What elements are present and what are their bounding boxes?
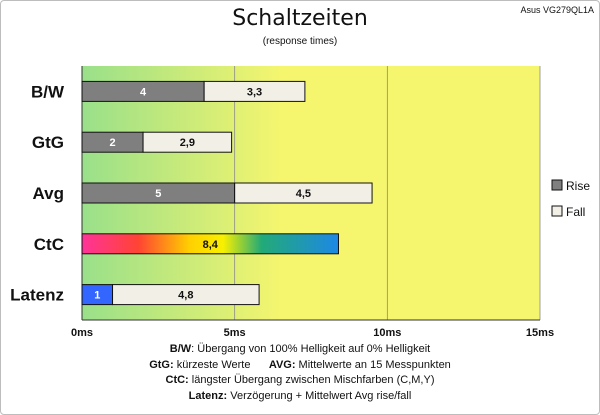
bar-ctc [81,233,339,255]
data-label-rise: 1 [94,290,100,302]
x-tick-label: 10ms [373,327,401,339]
data-label-fall: 4,5 [296,188,311,200]
data-label-fall: 3,3 [247,86,262,98]
category-label: GtG [32,133,64,152]
x-tick-label: 0ms [71,327,93,339]
chart-title: Schaltzeiten [232,6,368,31]
legend-swatch [551,205,563,217]
category-label: CtC [34,235,64,254]
note-ctc: CtC: längster Übergang zwischen Mischfar… [165,374,435,386]
data-label-ctc: 8,4 [203,239,219,251]
legend-swatch [551,179,563,191]
note-bw: B/W: Übergang von 100% Helligkeit auf 0%… [169,343,431,355]
note-gtg-avg: GtG: kürzeste Werte AVG: Mittelwerte an … [149,358,451,371]
x-tick-label: 15ms [526,327,554,339]
chart-notes: B/W: Übergang von 100% Helligkeit auf 0%… [0,342,600,404]
data-label-fall: 2,9 [180,137,195,149]
chart-subtitle: (response times) [262,36,338,47]
category-label: Latenz [10,286,64,305]
bar-fall [234,182,373,204]
data-label-rise: 4 [140,86,147,98]
model-label: Asus VG279QL1A [520,5,594,15]
bar-fall [142,131,233,153]
category-label: B/W [31,82,65,101]
data-label-rise: 2 [109,137,115,149]
data-label-rise: 5 [155,188,161,200]
note-latenz: Latenz: Verzögerung + Mittelwert Avg ris… [188,389,412,402]
plot-background-yellow [387,66,540,320]
legend-label: Fall [566,205,585,219]
data-label-fall: 4,8 [178,290,193,302]
bar-fall [203,80,306,102]
legend-label: Rise [566,179,590,193]
bar-fall [112,284,260,306]
x-tick-label: 5ms [224,327,246,339]
category-label: Avg [33,184,65,203]
